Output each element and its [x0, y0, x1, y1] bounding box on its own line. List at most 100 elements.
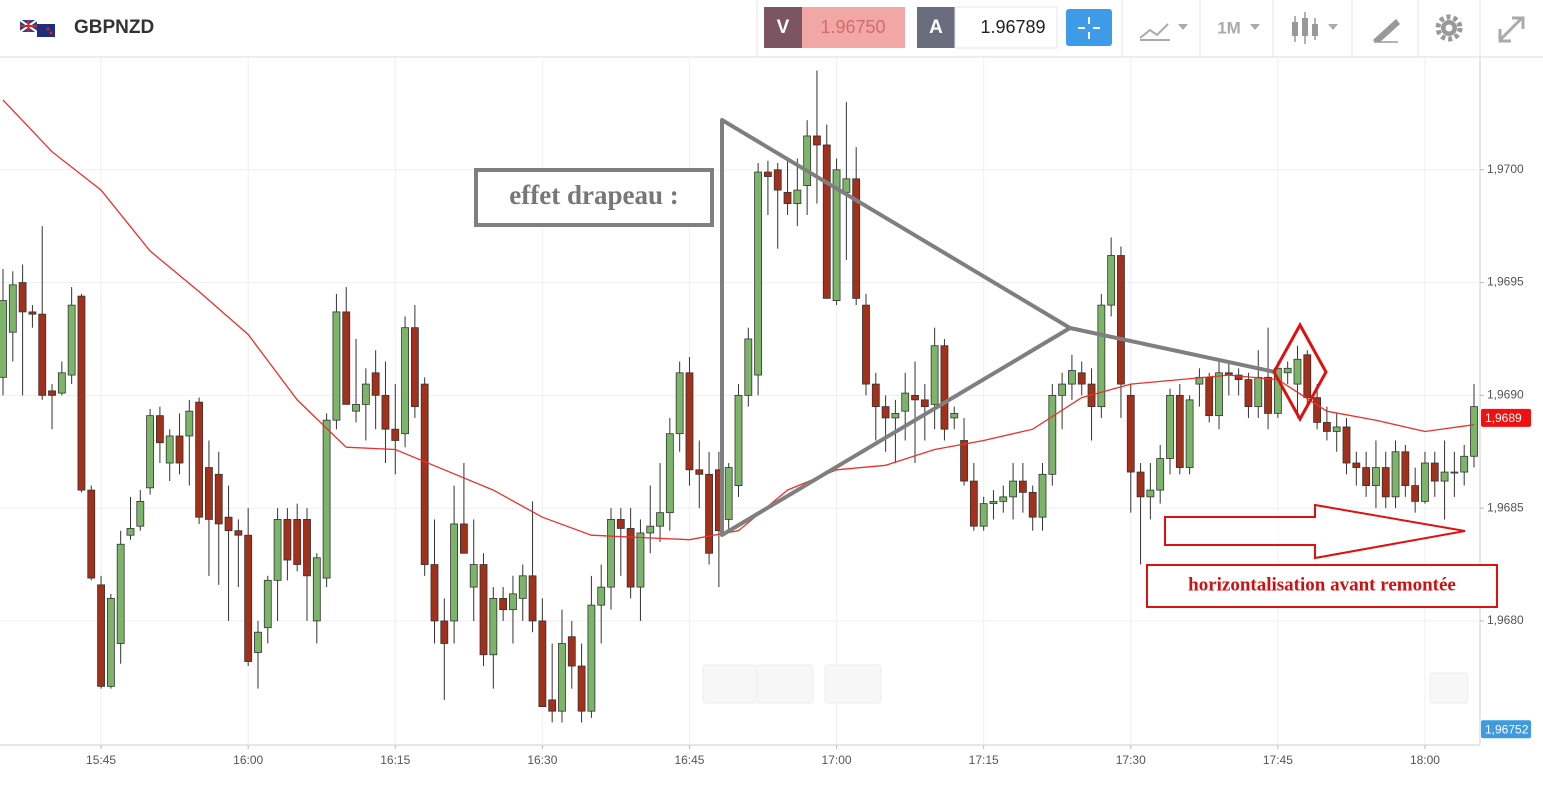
sell-price-bg[interactable]	[802, 7, 905, 48]
annotation-box	[1146, 564, 1498, 608]
symbol: GBPNZD	[74, 17, 154, 38]
candle-body	[1411, 485, 1420, 502]
sell-label-bg[interactable]	[764, 7, 802, 48]
candle-body	[1215, 372, 1223, 417]
settings-button[interactable]	[1435, 14, 1463, 42]
candle-body	[18, 282, 27, 313]
chart-type-button[interactable]	[1139, 23, 1188, 41]
candle-body	[57, 372, 66, 394]
candle-body	[616, 519, 625, 529]
moving-average	[2, 99, 1475, 541]
candle-body	[1352, 462, 1361, 468]
dropdown-arrow[interactable]	[1250, 24, 1260, 30]
settings-icon[interactable]	[1435, 14, 1463, 42]
candle-body	[675, 372, 684, 435]
candle-body	[460, 523, 468, 554]
nav-button[interactable]	[756, 664, 814, 704]
candle-body	[146, 415, 155, 489]
candle-body	[352, 403, 360, 412]
candle-icon[interactable]	[1294, 12, 1316, 44]
buy-price-bg[interactable]	[954, 6, 1058, 49]
sell-button[interactable]: V 1.96750	[764, 7, 905, 48]
draw-tool-button[interactable]	[1372, 18, 1401, 43]
candle-body	[773, 169, 782, 191]
candle-body	[881, 406, 890, 419]
buy-label[interactable]: A	[929, 17, 943, 38]
candle-body	[999, 496, 1008, 502]
candle-body	[1381, 467, 1390, 498]
x-tick-label: 16:00	[233, 753, 263, 767]
sell-label[interactable]: V	[777, 17, 790, 38]
candle-style-button[interactable]	[1292, 12, 1338, 44]
candle-body	[1401, 451, 1410, 486]
nav-button[interactable]	[702, 664, 758, 704]
candle-body	[1117, 255, 1125, 385]
candle-body	[1156, 458, 1165, 491]
candle-body	[1372, 467, 1380, 486]
crosshair-bg[interactable]	[1066, 9, 1112, 46]
nav-button[interactable]	[824, 664, 882, 704]
candle-body	[440, 620, 449, 644]
x-tick-label: 17:45	[1263, 753, 1293, 767]
candle-body	[489, 597, 498, 656]
candle-body	[303, 519, 311, 577]
timeframe[interactable]: 1M	[1217, 18, 1241, 37]
candle-body	[724, 467, 733, 520]
candle-body	[1068, 370, 1076, 385]
dropdown-arrow[interactable]	[1178, 24, 1188, 30]
candle-body	[1421, 462, 1429, 502]
candle-body	[224, 516, 233, 532]
price-marker: 1,9689	[1481, 408, 1531, 427]
candle-body	[1077, 372, 1086, 385]
flag-nz	[37, 24, 55, 37]
chart-type-icon[interactable]	[1139, 23, 1169, 39]
candle-body	[1018, 480, 1027, 493]
candle-body	[0, 300, 7, 378]
timeframe-button[interactable]: 1M	[1217, 18, 1260, 37]
candle-body	[361, 383, 370, 405]
candle-body	[1440, 471, 1449, 482]
x-tick-label: 16:15	[380, 753, 410, 767]
buy-label-bg[interactable]	[917, 7, 955, 48]
buy-button[interactable]: A 1.96789	[917, 6, 1058, 49]
candle-body	[891, 413, 900, 419]
flag-star	[46, 27, 50, 31]
x-tick-label: 17:30	[1116, 753, 1146, 767]
x-tick-label: 16:45	[674, 753, 704, 767]
candle-body	[636, 532, 645, 588]
candle-body	[1362, 467, 1371, 486]
candle-body	[1332, 426, 1341, 432]
dropdown-arrow[interactable]	[1328, 24, 1338, 30]
crosshair-button[interactable]	[1066, 9, 1112, 46]
candle-body	[813, 135, 821, 146]
price-marker-bg	[1481, 720, 1531, 739]
buy-price[interactable]: 1.96789	[980, 17, 1045, 37]
candle-body	[263, 579, 272, 629]
candle-body	[342, 311, 351, 405]
candle-body	[911, 394, 919, 401]
candle-body	[450, 523, 459, 622]
settings-icon[interactable]	[1445, 24, 1453, 32]
fullscreen-button[interactable]	[1498, 16, 1525, 43]
candle-body	[764, 171, 772, 177]
candle-body	[734, 394, 743, 486]
crosshair-icon[interactable]	[1078, 17, 1100, 39]
candle-body	[705, 473, 713, 554]
candle-body	[1303, 354, 1312, 399]
candle-body	[136, 500, 145, 527]
candle-body	[116, 543, 125, 644]
candle-body	[1126, 394, 1135, 473]
annotations: effet drapeau : horizontalisation avant …	[474, 118, 1498, 608]
candle-body	[1107, 255, 1116, 306]
y-tick-label: 1,9685	[1487, 500, 1524, 514]
nav-button[interactable]	[1429, 672, 1469, 704]
flag-triangle	[720, 118, 1276, 537]
sell-price[interactable]: 1.96750	[820, 17, 885, 37]
candle-body	[685, 372, 694, 471]
candle-body	[989, 500, 998, 505]
candle-body	[1175, 394, 1184, 468]
candle-body	[48, 390, 56, 396]
candle-body	[391, 428, 400, 441]
candle-body	[656, 512, 664, 527]
candle-body	[1205, 376, 1214, 417]
